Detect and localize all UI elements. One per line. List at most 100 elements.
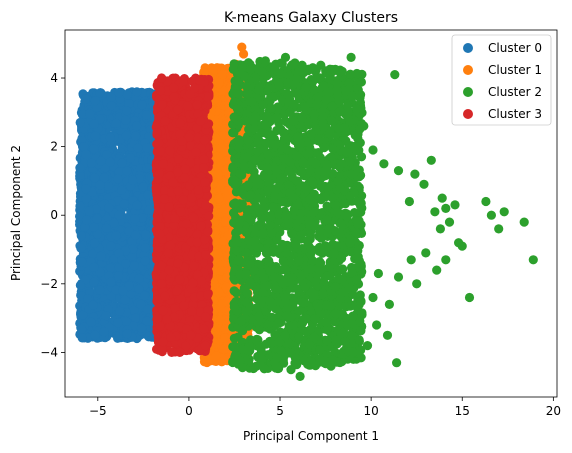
data-point <box>95 285 105 295</box>
data-point <box>89 238 100 248</box>
data-point <box>129 261 139 271</box>
data-point <box>219 204 229 214</box>
data-point <box>99 327 109 337</box>
data-point <box>77 324 87 334</box>
data-point <box>130 230 141 240</box>
data-point <box>122 90 132 100</box>
data-point <box>218 130 228 141</box>
data-point <box>75 163 85 173</box>
data-point <box>92 214 102 224</box>
data-point <box>86 317 96 327</box>
data-point <box>213 169 223 179</box>
data-point <box>138 182 148 192</box>
data-point <box>90 131 100 141</box>
data-point <box>111 231 121 241</box>
data-point <box>77 257 87 267</box>
series-0-points <box>75 87 163 344</box>
data-point <box>130 313 141 323</box>
data-point <box>81 215 92 225</box>
data-point <box>134 284 144 294</box>
data-point <box>90 330 100 340</box>
data-point <box>105 263 116 273</box>
data-point <box>132 87 142 97</box>
data-point <box>106 92 116 102</box>
data-point <box>106 241 116 251</box>
data-point <box>96 251 106 261</box>
data-point <box>122 329 132 339</box>
data-point <box>214 287 224 298</box>
data-point <box>128 175 138 185</box>
data-point <box>81 184 91 194</box>
data-point <box>221 282 231 292</box>
data-point <box>96 156 106 166</box>
data-point <box>136 323 147 333</box>
data-point <box>140 242 150 253</box>
data-point <box>220 146 230 157</box>
data-point <box>117 185 127 195</box>
data-point <box>113 271 124 281</box>
data-point <box>122 106 132 116</box>
data-point <box>130 214 140 224</box>
data-point <box>132 200 142 210</box>
data-point <box>125 153 136 163</box>
data-point <box>105 133 115 143</box>
data-point <box>114 210 124 220</box>
data-point <box>84 206 94 216</box>
data-point <box>118 285 128 296</box>
data-point <box>133 143 143 153</box>
data-point <box>142 143 152 153</box>
data-point <box>90 173 100 183</box>
data-point <box>95 180 105 190</box>
data-point <box>89 277 99 287</box>
data-point <box>114 88 124 98</box>
data-point <box>80 94 90 104</box>
data-point <box>101 223 111 233</box>
data-point <box>121 131 131 141</box>
data-point <box>106 277 116 287</box>
data-point <box>89 119 99 129</box>
data-point <box>76 231 86 241</box>
data-point <box>140 256 150 266</box>
data-point <box>75 280 85 290</box>
data-point <box>76 243 86 253</box>
data-point <box>95 88 105 98</box>
data-point <box>129 305 139 315</box>
data-point <box>121 316 131 327</box>
data-point <box>141 110 152 120</box>
data-point <box>119 199 129 209</box>
data-point <box>75 117 85 128</box>
data-point <box>143 304 153 314</box>
data-point <box>113 318 123 328</box>
data-point <box>144 205 154 215</box>
data-point <box>90 96 100 106</box>
data-point <box>213 249 223 259</box>
data-point <box>222 186 232 196</box>
data-point <box>132 121 142 131</box>
data-point <box>211 351 221 361</box>
data-point <box>117 158 127 168</box>
data-point <box>214 193 224 204</box>
data-point <box>111 118 121 128</box>
data-point <box>217 70 228 80</box>
data-point <box>104 203 114 213</box>
data-point <box>130 131 141 141</box>
data-point <box>79 142 89 152</box>
data-point <box>141 230 151 240</box>
data-point <box>88 300 98 310</box>
data-point <box>77 333 87 343</box>
data-point <box>219 344 229 354</box>
data-point <box>101 311 111 321</box>
data-point <box>121 259 131 269</box>
chart-title: K-means Galaxy Clusters <box>224 10 398 26</box>
data-point <box>89 262 99 272</box>
data-point <box>217 299 227 309</box>
data-point <box>85 109 95 119</box>
data-point <box>109 218 119 228</box>
data-point <box>121 115 131 125</box>
data-point <box>105 157 115 167</box>
data-point <box>86 158 97 168</box>
data-point <box>89 222 99 232</box>
data-point <box>106 101 116 111</box>
data-point <box>239 49 249 59</box>
